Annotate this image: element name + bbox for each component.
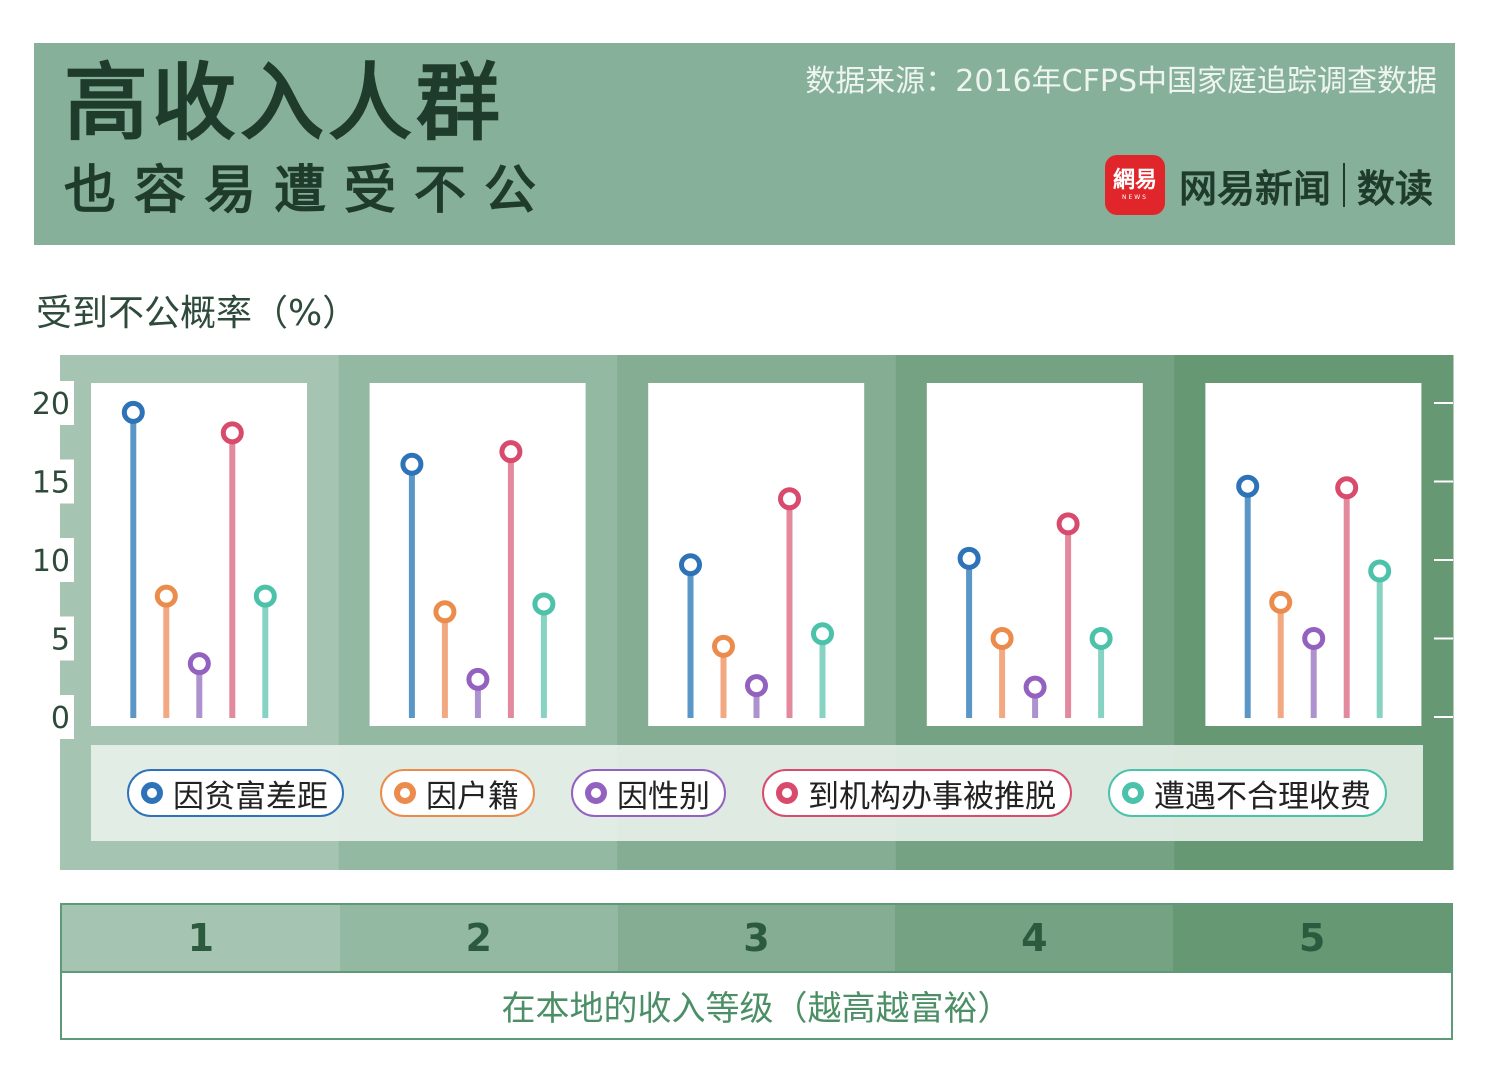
legend-label: 因贫富差距 — [173, 778, 328, 815]
y-tick-label: 15 — [32, 466, 70, 501]
legend-marker-icon — [141, 782, 163, 804]
sub-title: 也容易遭受不公 — [64, 161, 555, 221]
main-title: 高收入人群 — [64, 54, 505, 152]
lollipop-marker — [1302, 627, 1326, 650]
legend-label: 因户籍 — [426, 778, 519, 815]
brand-divider — [1342, 163, 1345, 207]
legend-marker-icon — [1122, 782, 1144, 804]
lollipop-marker — [121, 400, 145, 424]
y-tick-label: 20 — [32, 387, 70, 422]
lollipop-marker — [154, 584, 178, 608]
lollipop-marker — [957, 546, 981, 570]
logo-subtext: NEWS — [1121, 193, 1148, 201]
y-axis-label: 受到不公概率（%） — [36, 293, 359, 334]
legend: 因贫富差距 因户籍 因性别 到机构办事被推脱 遭遇不合理收费 — [91, 745, 1423, 841]
income-level-cell: 4 — [895, 905, 1174, 971]
legend-marker-icon — [776, 782, 798, 804]
legend-item: 遭遇不合理收费 — [1108, 769, 1387, 817]
lollipop-marker — [532, 592, 556, 616]
legend-item: 因户籍 — [380, 769, 535, 817]
lollipop-marker — [1056, 512, 1080, 536]
y-tick-label-bg — [28, 616, 74, 661]
legend-label: 遭遇不合理收费 — [1154, 778, 1371, 815]
lollipop-marker — [1368, 559, 1392, 583]
x-axis-label: 在本地的收入等级（越高越富裕） — [60, 971, 1453, 1040]
y-tick-label-bg — [28, 538, 74, 582]
legend-item: 到机构办事被推脱 — [762, 769, 1072, 817]
lollipop-marker — [433, 600, 457, 624]
lollipop-marker — [499, 440, 523, 464]
lollipop-marker — [1335, 476, 1359, 500]
legend-marker-icon — [394, 782, 416, 804]
lollipop-marker — [253, 584, 277, 608]
lollipop-marker — [811, 622, 834, 646]
lollipop-marker — [990, 627, 1014, 650]
y-tick-label-bg — [28, 695, 74, 739]
data-source: 数据来源：2016年CFPS中国家庭追踪调查数据 — [805, 64, 1437, 99]
legend-item: 因贫富差距 — [127, 769, 344, 817]
income-level-cell: 2 — [339, 905, 618, 971]
lollipop-marker — [778, 487, 801, 511]
lollipop-marker — [1269, 590, 1293, 614]
income-level-cell: 5 — [1173, 905, 1451, 971]
y-tick-label-bg — [28, 381, 74, 425]
y-tick-label: 0 — [51, 701, 70, 736]
lollipop-marker — [400, 452, 424, 476]
y-tick-label: 10 — [32, 544, 70, 579]
y-tick-label: 5 — [51, 623, 70, 658]
legend-item: 因性别 — [571, 769, 726, 817]
lollipop-marker — [712, 634, 735, 658]
lollipop-marker — [220, 421, 244, 445]
legend-label: 到机构办事被推脱 — [808, 778, 1056, 815]
logo-text: 網易 — [1112, 167, 1157, 193]
lollipop-marker — [187, 652, 211, 676]
lollipop-marker — [466, 667, 490, 691]
brand-sub: 数读 — [1356, 166, 1433, 211]
income-level-row: 1 2 3 4 5 — [60, 903, 1453, 971]
lollipop-marker — [1089, 627, 1113, 650]
lollipop-marker — [745, 674, 768, 698]
brand-block: 網易 NEWS 网易新闻 数读 — [1104, 155, 1433, 215]
legend-label: 因性别 — [617, 778, 710, 815]
lollipop-marker — [1023, 675, 1047, 699]
brand-name: 网易新闻 — [1178, 166, 1331, 211]
lollipop-marker — [1236, 474, 1260, 498]
panel-card — [648, 383, 865, 726]
header-banner: 高收入人群 也容易遭受不公 数据来源：2016年CFPS中国家庭追踪调查数据 網… — [34, 43, 1455, 245]
income-level-cell: 1 — [62, 905, 340, 971]
netease-logo-icon: 網易 NEWS — [1104, 155, 1165, 215]
legend-marker-icon — [585, 782, 607, 804]
lollipop-marker — [679, 553, 702, 577]
income-level-cell: 3 — [617, 905, 896, 971]
y-tick-label-bg — [28, 459, 74, 504]
